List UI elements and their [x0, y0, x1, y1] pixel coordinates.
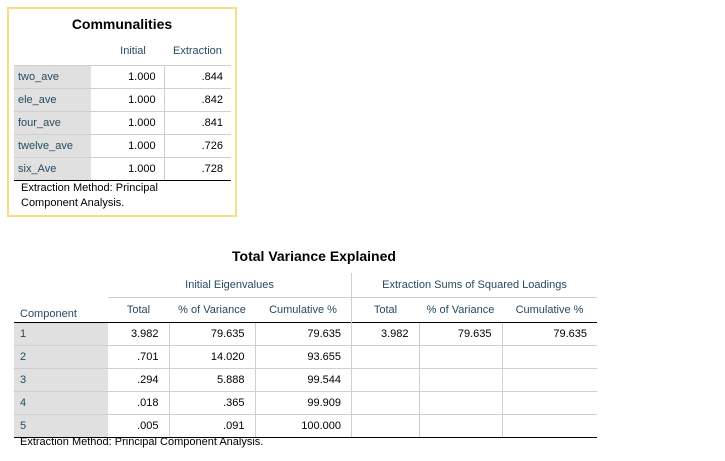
table-row: four_ave 1.000 .841 — [14, 111, 231, 135]
ext-pct-variance-header: % of Variance — [426, 303, 495, 316]
total-cell: .005 — [108, 414, 169, 438]
total-header: Total — [126, 303, 151, 316]
pct-cell: .091 — [168, 414, 255, 438]
extraction-value: .841 — [164, 111, 231, 135]
ext-total-cell — [351, 391, 419, 415]
total-cell: 3.982 — [108, 321, 169, 346]
component-cell: 1 — [14, 321, 108, 346]
ext-cumulative-cell — [501, 414, 597, 438]
component-cell: 4 — [14, 391, 108, 415]
initial-value: 1.000 — [91, 134, 165, 158]
ext-pct-cell: 79.635 — [418, 321, 502, 346]
communalities-table: two_ave 1.000 .844 ele_ave 1.000 .842 fo… — [14, 65, 231, 181]
initial-value: 1.000 — [91, 65, 165, 89]
component-cell: 5 — [14, 414, 108, 438]
extraction-value: .726 — [164, 134, 231, 158]
extraction-value: .728 — [164, 157, 231, 181]
total-variance-footnote: Extraction Method: Principal Component A… — [20, 436, 264, 448]
total-cell: .294 — [108, 368, 169, 392]
extraction-value: .844 — [164, 65, 231, 89]
communalities-footnote: Extraction Method: Principal Component A… — [21, 181, 221, 211]
empty-cell — [14, 273, 108, 298]
row-label: six_Ave — [14, 157, 92, 181]
ext-cumulative-cell — [501, 368, 597, 392]
row-label: two_ave — [14, 65, 92, 89]
ext-total-cell: 3.982 — [351, 321, 419, 346]
ext-total-cell — [351, 414, 419, 438]
total-cell: .018 — [108, 391, 169, 415]
initial-eigenvalues-header: Initial Eigenvalues — [108, 273, 352, 298]
row-label: ele_ave — [14, 88, 92, 112]
communalities-panel: Communalities Initial Extraction two_ave… — [7, 7, 237, 217]
ext-total-cell — [351, 345, 419, 369]
footnote-line: Component Analysis. — [21, 197, 125, 209]
cumulative-cell: 99.909 — [254, 391, 352, 415]
ext-cumulative-cell — [501, 391, 597, 415]
table-row: ele_ave 1.000 .842 — [14, 88, 231, 112]
table-row: 4 .018 .365 99.909 — [14, 391, 597, 415]
initial-value: 1.000 — [91, 111, 165, 135]
initial-column-header: Initial — [120, 45, 146, 57]
table-row: 3 .294 5.888 99.544 — [14, 368, 597, 392]
component-cell: 2 — [14, 345, 108, 369]
extraction-value: .842 — [164, 88, 231, 112]
pct-cell: .365 — [168, 391, 255, 415]
ext-cumulative-header: Cumulative % — [515, 303, 584, 316]
ext-cumulative-cell — [501, 345, 597, 369]
cumulative-cell: 93.655 — [254, 345, 352, 369]
pct-cell: 14.020 — [168, 345, 255, 369]
extraction-column-header: Extraction — [173, 45, 222, 57]
column-header-row: Component Total % of Variance Cumulative… — [14, 297, 597, 322]
row-label: four_ave — [14, 111, 92, 135]
cumulative-header: Cumulative % — [269, 303, 337, 316]
ext-cumulative-cell: 79.635 — [501, 321, 597, 346]
ext-pct-cell — [418, 414, 502, 438]
table-row: twelve_ave 1.000 .726 — [14, 134, 231, 158]
table-row: 2 .701 14.020 93.655 — [14, 345, 597, 369]
cumulative-cell: 100.000 — [254, 414, 352, 438]
ext-pct-cell — [418, 368, 502, 392]
component-header: Component — [20, 307, 77, 320]
footnote-line: Extraction Method: Principal — [21, 182, 158, 194]
ext-total-header: Total — [351, 297, 419, 322]
ext-pct-cell — [418, 391, 502, 415]
component-cell: 3 — [14, 368, 108, 392]
table-row: 1 3.982 79.635 79.635 3.982 79.635 79.63… — [14, 321, 597, 346]
pct-variance-header: % of Variance — [178, 303, 246, 316]
total-cell: .701 — [108, 345, 169, 369]
initial-value: 1.000 — [91, 157, 165, 181]
total-variance-title: Total Variance Explained — [232, 248, 396, 264]
ext-pct-cell — [418, 345, 502, 369]
pct-cell: 79.635 — [168, 321, 255, 346]
initial-value: 1.000 — [91, 88, 165, 112]
total-variance-table: Initial Eigenvalues Extraction Sums of S… — [14, 273, 597, 438]
cumulative-cell: 79.635 — [254, 321, 352, 346]
extraction-sums-header: Extraction Sums of Squared Loadings — [351, 273, 597, 298]
group-header-row: Initial Eigenvalues Extraction Sums of S… — [14, 273, 597, 298]
cumulative-cell: 99.544 — [254, 368, 352, 392]
ext-total-cell — [351, 368, 419, 392]
communalities-title: Communalities — [71, 16, 173, 32]
table-row: two_ave 1.000 .844 — [14, 65, 231, 89]
table-row: 5 .005 .091 100.000 — [14, 414, 597, 438]
table-row: six_Ave 1.000 .728 — [14, 157, 231, 181]
row-label: twelve_ave — [14, 134, 92, 158]
pct-cell: 5.888 — [168, 368, 255, 392]
